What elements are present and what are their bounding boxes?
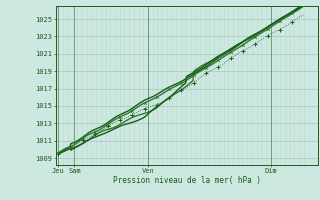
X-axis label: Pression niveau de la mer( hPa ): Pression niveau de la mer( hPa ) [113,176,261,185]
